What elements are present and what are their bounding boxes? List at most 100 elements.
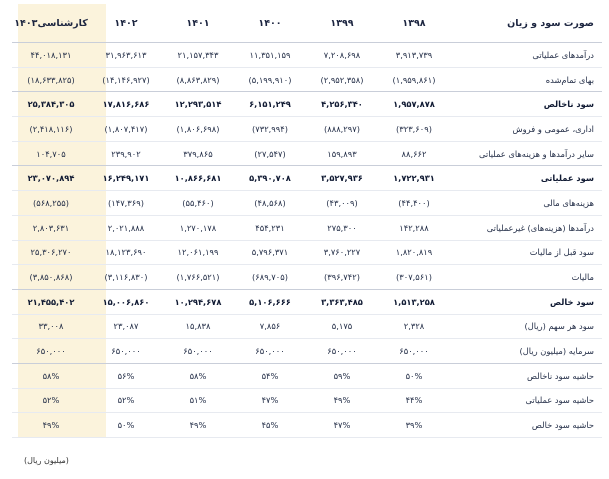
forecast-cell: ۴۴,۰۱۸,۱۳۱ xyxy=(12,42,90,68)
value-cell: (۳,۱۱۶,۸۳۰) xyxy=(90,264,162,290)
value-cell: ۱,۵۱۳,۲۵۸ xyxy=(378,289,450,315)
value-cell: ۱۵,۸۳۸ xyxy=(162,314,234,340)
value-cell: ۶۵۰,۰۰۰ xyxy=(90,338,162,364)
value-cell: (۱۴۷,۳۶۹) xyxy=(90,190,162,216)
row-label: حاشیه سود عملیاتی xyxy=(450,388,602,414)
row-label: سود ناخالص xyxy=(450,91,602,118)
value-cell: (۷۳۲,۹۹۴) xyxy=(234,116,306,142)
value-cell: ۵۰% xyxy=(378,363,450,389)
value-cell: ۱۱,۳۵۱,۱۵۹ xyxy=(234,42,306,68)
value-cell: ۳۷۹,۸۶۵ xyxy=(162,141,234,167)
value-cell: ۵۲% xyxy=(90,388,162,414)
value-cell: (۱۴,۱۴۶,۹۲۷) xyxy=(90,67,162,93)
value-cell: ۵۴% xyxy=(234,363,306,389)
value-cell: ۴۹% xyxy=(306,388,378,414)
value-cell: ۲,۳۲۸ xyxy=(378,314,450,340)
value-cell: ۱۵۹,۸۹۳ xyxy=(306,141,378,167)
table-row: سرمایه (میلیون ریال) ۶۵۰,۰۰۰ ۶۵۰,۰۰۰ ۶۵۰,۰۰… xyxy=(12,338,602,364)
table-row: اداری، عمومی و فروش (۳۲۳,۶۰۹) (۸۸۸,۲۹۷) (۷۳… xyxy=(12,116,602,142)
value-cell: ۱۰,۲۹۴,۶۷۸ xyxy=(162,289,234,315)
forecast-cell: ۲۵,۳۰۶,۲۷۰ xyxy=(12,240,90,266)
value-cell: ۶۵۰,۰۰۰ xyxy=(162,338,234,364)
value-cell: ۱,۹۵۷,۸۷۸ xyxy=(378,91,450,118)
row-label: درآمدها (هزینه‌های) غیرعملیاتی xyxy=(450,215,602,241)
value-cell: (۲,۹۵۲,۳۵۸) xyxy=(306,67,378,93)
row-label: مالیات xyxy=(450,264,602,290)
value-cell: ۷,۸۵۶ xyxy=(234,314,306,340)
value-cell: (۶۸۹,۷۰۵) xyxy=(234,264,306,290)
income-statement-table: صورت سود و زیان ۱۳۹۸ ۱۳۹۹ ۱۴۰۰ ۱۴۰۱ ۱۴۰۲… xyxy=(12,4,602,438)
value-cell: ۴۵۴,۲۳۱ xyxy=(234,215,306,241)
value-cell: (۳۹۶,۷۴۲) xyxy=(306,264,378,290)
header-year-1399: ۱۳۹۹ xyxy=(306,4,378,43)
value-cell: ۱,۸۲۰,۸۱۹ xyxy=(378,240,450,266)
value-cell: ۵۹% xyxy=(306,363,378,389)
row-label: سایر درآمدها و هزینه‌های عملیاتی xyxy=(450,141,602,167)
value-cell: ۵۰% xyxy=(90,412,162,438)
value-cell: ۴۷% xyxy=(306,412,378,438)
table-row: هزینه‌های مالی (۴۴,۴۰۰) (۴۳,۰۰۹) (۴۸,۵۶۸) (۵… xyxy=(12,190,602,216)
row-label: بهای تمام‌شده xyxy=(450,67,602,93)
header-forecast-1403: کارشناسی۱۴۰۳ xyxy=(12,4,90,43)
value-cell: ۵۶% xyxy=(90,363,162,389)
forecast-cell: ۲,۸۰۳,۶۳۱ xyxy=(12,215,90,241)
row-label: اداری، عمومی و فروش xyxy=(450,116,602,142)
row-label: حاشیه سود ناخالص xyxy=(450,363,602,389)
table-row: درآمدهای عملیاتی ۳,۹۱۳,۷۳۹ ۷,۲۰۸,۶۹۸ ۱۱,۳۵۱… xyxy=(12,42,602,68)
value-cell: (۴۴,۴۰۰) xyxy=(378,190,450,216)
forecast-cell: ۳۳,۰۰۸ xyxy=(12,314,90,340)
table-row: سایر درآمدها و هزینه‌های عملیاتی ۸۸,۶۶۲ ۱۵… xyxy=(12,141,602,167)
table-row: سود هر سهم (ریال) ۲,۳۲۸ ۵,۱۷۵ ۷,۸۵۶ ۱۵,۸۳۸ ۲۳… xyxy=(12,314,602,340)
header-year-1400: ۱۴۰۰ xyxy=(234,4,306,43)
table-row: سود خالص ۱,۵۱۳,۲۵۸ ۳,۳۶۳,۴۸۵ ۵,۱۰۶,۶۶۶ ۱۰,۲۹… xyxy=(12,289,602,315)
header-year-1402: ۱۴۰۲ xyxy=(90,4,162,43)
forecast-cell: ۶۵۰,۰۰۰ xyxy=(12,338,90,364)
value-cell: ۴,۲۵۶,۳۴۰ xyxy=(306,91,378,118)
value-cell: ۳,۹۱۳,۷۳۹ xyxy=(378,42,450,68)
forecast-cell: (۳,۸۵۰,۸۶۸) xyxy=(12,264,90,290)
value-cell: ۲۳۹,۹۰۲ xyxy=(90,141,162,167)
value-cell: (۱,۷۶۶,۵۲۱) xyxy=(162,264,234,290)
value-cell: ۱۵,۰۰۶,۸۶۰ xyxy=(90,289,162,315)
value-cell: ۱۰,۸۶۶,۶۸۱ xyxy=(162,165,234,192)
value-cell: ۱۷,۸۱۶,۶۸۶ xyxy=(90,91,162,118)
table-row: حاشیه سود عملیاتی ۴۴% ۴۹% ۴۷% ۵۱% ۵۲% ۵۲% xyxy=(12,388,602,414)
forecast-cell: ۲۱,۴۵۵,۴۰۲ xyxy=(12,289,90,315)
table-row: مالیات (۳۰۷,۵۶۱) (۳۹۶,۷۴۲) (۶۸۹,۷۰۵) (۱,۷۶۶,… xyxy=(12,264,602,290)
value-cell: ۷,۲۰۸,۶۹۸ xyxy=(306,42,378,68)
value-cell: ۸۸,۶۶۲ xyxy=(378,141,450,167)
value-cell: (۱,۹۵۹,۸۶۱) xyxy=(378,67,450,93)
forecast-cell: (۲,۴۱۸,۱۱۶) xyxy=(12,116,90,142)
value-cell: ۶۵۰,۰۰۰ xyxy=(234,338,306,364)
forecast-cell: ۲۵,۳۸۴,۳۰۵ xyxy=(12,91,90,118)
value-cell: ۳۹% xyxy=(378,412,450,438)
row-label: حاشیه سود خالص xyxy=(450,412,602,438)
income-statement: صورت سود و زیان ۱۳۹۸ ۱۳۹۹ ۱۴۰۰ ۱۴۰۱ ۱۴۰۲… xyxy=(12,4,602,438)
value-cell: ۶۵۰,۰۰۰ xyxy=(378,338,450,364)
value-cell: ۳۱,۹۶۳,۶۱۳ xyxy=(90,42,162,68)
forecast-cell: (۱۸,۶۳۳,۸۲۵) xyxy=(12,67,90,93)
value-cell: ۶,۱۵۱,۲۴۹ xyxy=(234,91,306,118)
value-cell: ۱۲,۰۶۱,۱۹۹ xyxy=(162,240,234,266)
forecast-cell: (۵۶۸,۲۵۵) xyxy=(12,190,90,216)
value-cell: ۱۸,۱۲۳,۶۹۰ xyxy=(90,240,162,266)
value-cell: ۴۹% xyxy=(162,412,234,438)
value-cell: (۳۰۷,۵۶۱) xyxy=(378,264,450,290)
value-cell: ۱۶,۲۴۹,۱۷۱ xyxy=(90,165,162,192)
value-cell: (۵,۱۹۹,۹۱۰) xyxy=(234,67,306,93)
value-cell: ۲۷۵,۳۰۰ xyxy=(306,215,378,241)
forecast-cell: ۴۹% xyxy=(12,412,90,438)
row-label: سود خالص xyxy=(450,289,602,315)
forecast-cell: ۱۰۴,۷۰۵ xyxy=(12,141,90,167)
value-cell: ۲۱,۱۵۷,۳۴۳ xyxy=(162,42,234,68)
row-label: درآمدهای عملیاتی xyxy=(450,42,602,68)
value-cell: ۵۱% xyxy=(162,388,234,414)
value-cell: ۱,۷۲۲,۹۳۱ xyxy=(378,165,450,192)
table-row: درآمدها (هزینه‌های) غیرعملیاتی ۱۴۲,۲۸۸ ۲۷۵… xyxy=(12,215,602,241)
table-row: حاشیه سود خالص ۳۹% ۴۷% ۴۵% ۴۹% ۵۰% ۴۹% xyxy=(12,412,602,438)
value-cell: ۲,۰۲۱,۸۸۸ xyxy=(90,215,162,241)
value-cell: ۳,۵۲۷,۹۳۶ xyxy=(306,165,378,192)
table-row: سود عملیاتی ۱,۷۲۲,۹۳۱ ۳,۵۲۷,۹۳۶ ۵,۳۹۰,۷۰۸ ۱۰… xyxy=(12,165,602,192)
value-cell: (۵۵,۴۶۰) xyxy=(162,190,234,216)
table-row: سود قبل از مالیات ۱,۸۲۰,۸۱۹ ۳,۷۶۰,۲۲۷ ۵,۷۹۶… xyxy=(12,240,602,266)
